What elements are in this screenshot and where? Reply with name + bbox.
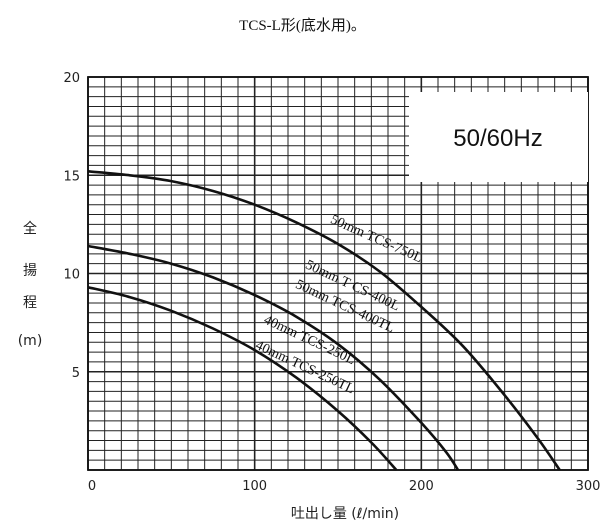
y-axis-label-part: 揚 <box>23 262 37 279</box>
y-tick-label: 20 <box>63 71 80 86</box>
y-axis-label: 全揚程 (m) <box>18 220 43 349</box>
x-axis-label: 吐出し量 (ℓ/min) <box>291 506 399 522</box>
curve-label-0: 50mm TCS-750L <box>328 212 424 266</box>
chart-title: TCS-L形(底水用)。 <box>239 18 366 34</box>
y-axis-label-part: 全 <box>23 220 37 237</box>
series-curve-1 <box>87 244 460 471</box>
x-tick-label: 0 <box>88 479 96 494</box>
frequency-annotation: 50/60Hz <box>453 125 542 152</box>
y-tick-label: 15 <box>63 169 80 184</box>
legend-box-bg <box>409 92 588 182</box>
x-tick-label: 100 <box>242 479 267 494</box>
series-curve-2 <box>87 286 398 471</box>
plot-frame <box>87 76 589 471</box>
x-tick-label: 200 <box>409 479 434 494</box>
x-tick-label: 300 <box>576 479 601 494</box>
y-axis-label-part: 程 <box>23 295 37 311</box>
series-curve-0 <box>87 170 561 471</box>
y-tick-label: 10 <box>63 268 80 283</box>
y-axis-label-part: (m) <box>18 333 43 349</box>
tick-layer: 0 100 200 300 5 10 15 20 <box>63 71 600 494</box>
y-tick-label: 5 <box>72 366 80 381</box>
